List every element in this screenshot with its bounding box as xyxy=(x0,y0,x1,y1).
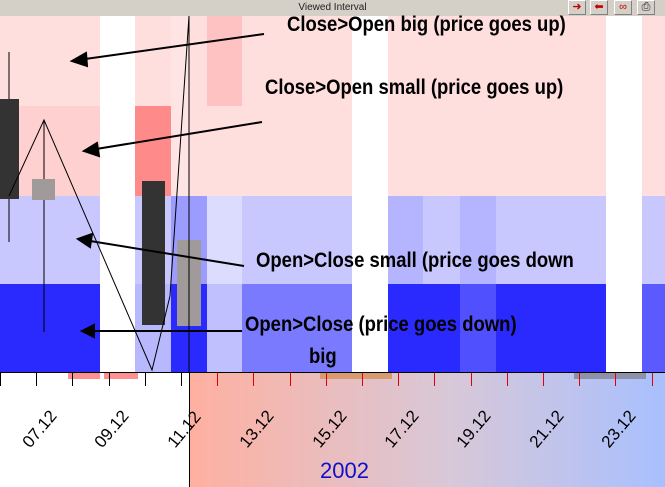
zone-open-close-big xyxy=(207,284,242,373)
arrow-left-icon[interactable]: ⬅ xyxy=(590,0,608,15)
zone-open-close-big xyxy=(388,284,460,373)
label-open-close-big-2: big xyxy=(309,345,337,368)
label-close-open-small: Close>Open small (price goes up) xyxy=(265,76,564,99)
candle-body xyxy=(142,181,165,325)
label-close-open-big: Close>Open big (price goes up) xyxy=(287,13,566,36)
annotation-arrow xyxy=(83,239,245,267)
glasses-icon[interactable]: ∞ xyxy=(614,0,632,15)
axis-marker xyxy=(104,373,138,379)
zone-close-open-big xyxy=(171,16,189,196)
print-icon[interactable]: ⎙ xyxy=(637,0,655,15)
zone-open-close-big xyxy=(496,284,606,373)
price-line xyxy=(8,16,190,372)
label-open-close-small: Open>Close small (price goes down xyxy=(256,249,574,272)
zone-open-close-mid xyxy=(460,196,496,284)
annotation-arrow xyxy=(77,33,265,61)
candle-body xyxy=(0,99,19,199)
future-interval-band xyxy=(189,372,665,487)
zone-open-close-big xyxy=(242,284,352,373)
zone-open-close-big xyxy=(0,284,100,373)
annotation-arrowhead xyxy=(75,232,94,249)
arrow-right-icon[interactable]: ➜ xyxy=(568,0,586,15)
zone-open-close-big xyxy=(642,284,665,373)
axis-marker xyxy=(574,373,646,379)
gap-column xyxy=(100,16,135,373)
window-title: Viewed Interval xyxy=(298,2,367,13)
annotation-arrowhead xyxy=(69,51,89,68)
title-bar: Viewed Interval ➜ ⬅ ∞ ⎙ xyxy=(0,0,665,17)
time-axis xyxy=(0,372,665,487)
axis-marker xyxy=(68,373,100,379)
annotation-arrow xyxy=(89,121,263,151)
chart-area xyxy=(0,16,665,373)
zone-close-open-small xyxy=(207,16,242,106)
zone-open-close-light xyxy=(207,196,242,284)
annotation-arrowhead xyxy=(79,323,95,339)
year-label: 2002 xyxy=(320,458,369,483)
zone-open-close-mid xyxy=(388,196,423,284)
candle-body xyxy=(32,179,55,200)
annotation-arrowhead xyxy=(81,141,101,158)
axis-marker xyxy=(320,373,392,379)
gap-column xyxy=(606,16,642,373)
label-open-close-big: Open>Close (price goes down) xyxy=(245,313,517,336)
gap-column xyxy=(352,16,388,373)
zone-open-close-big xyxy=(460,284,496,373)
